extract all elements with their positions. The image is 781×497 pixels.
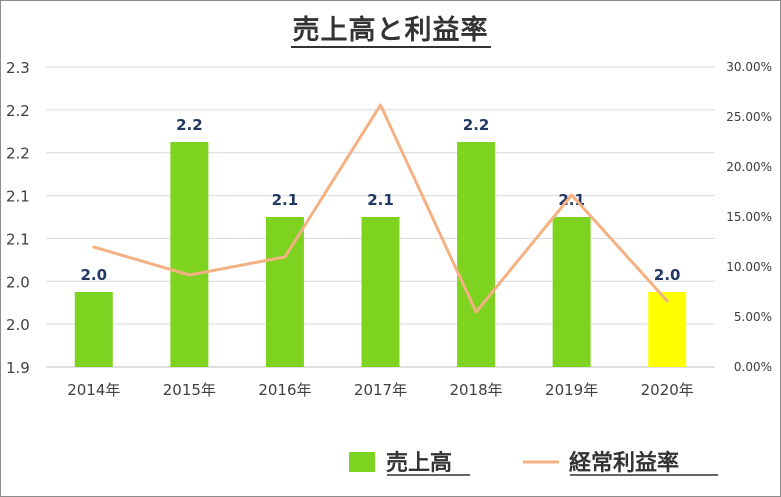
bar	[170, 142, 209, 367]
bar-data-label: 2.1	[272, 191, 299, 209]
bar	[552, 217, 591, 367]
y-axis-right: 0.00% 5.00% 10.00% 15.00% 20.00% 25.00% 30.00%	[726, 60, 772, 374]
x-tick-label: 2017年	[354, 381, 407, 399]
y-axis-left: 1.9 2.0 2.0 2.1 2.1 2.2 2.2 2.3	[6, 59, 30, 377]
x-tick-label: 2015年	[163, 381, 216, 399]
bar-data-label: 2.0	[80, 266, 107, 284]
y2-tick-label: 10.00%	[726, 260, 772, 274]
bar	[648, 292, 687, 367]
bar-data-label: 2.2	[463, 116, 490, 134]
legend-bar-swatch	[349, 452, 375, 472]
bar-data-labels: 2.02.22.1 2.12.22.12.0	[80, 116, 680, 284]
bar	[265, 217, 304, 367]
x-tick-label: 2014年	[67, 381, 120, 399]
y-tick-label: 2.1	[6, 230, 30, 248]
bar-data-label: 2.1	[367, 191, 394, 209]
y2-tick-label: 20.00%	[726, 160, 772, 174]
y-tick-label: 2.0	[6, 316, 30, 334]
bar	[74, 292, 113, 367]
y2-tick-label: 15.00%	[726, 210, 772, 224]
bar	[457, 142, 496, 367]
x-tick-label: 2020年	[641, 381, 694, 399]
bar-data-label: 2.2	[176, 116, 203, 134]
x-tick-label: 2016年	[258, 381, 311, 399]
x-axis: 2014年 2015年 2016年 2017年 2018年 2019年 2020年	[67, 381, 694, 399]
y2-tick-label: 5.00%	[734, 310, 772, 324]
bar-series	[74, 142, 687, 367]
x-tick-label: 2018年	[449, 381, 502, 399]
bar	[361, 217, 400, 367]
chart-title: 売上高と利益率	[290, 15, 491, 48]
legend-bar-label: 売上高	[386, 450, 452, 476]
line-series	[92, 103, 669, 314]
y-tick-label: 2.3	[6, 59, 30, 77]
legend-line-label: 経常利益率	[569, 450, 679, 476]
y-tick-label: 1.9	[6, 359, 30, 377]
y-tick-label: 2.1	[6, 188, 30, 206]
y2-tick-label: 30.00%	[726, 60, 772, 74]
y2-tick-label: 0.00%	[734, 360, 772, 374]
x-tick-label: 2019年	[545, 381, 598, 399]
y-tick-label: 2.2	[6, 145, 30, 163]
legend: 売上高 経常利益率	[349, 450, 718, 476]
bar-data-label: 2.0	[654, 266, 681, 284]
y-tick-label: 2.2	[6, 102, 30, 120]
y-tick-label: 2.0	[6, 273, 30, 291]
y2-tick-label: 25.00%	[726, 110, 772, 124]
